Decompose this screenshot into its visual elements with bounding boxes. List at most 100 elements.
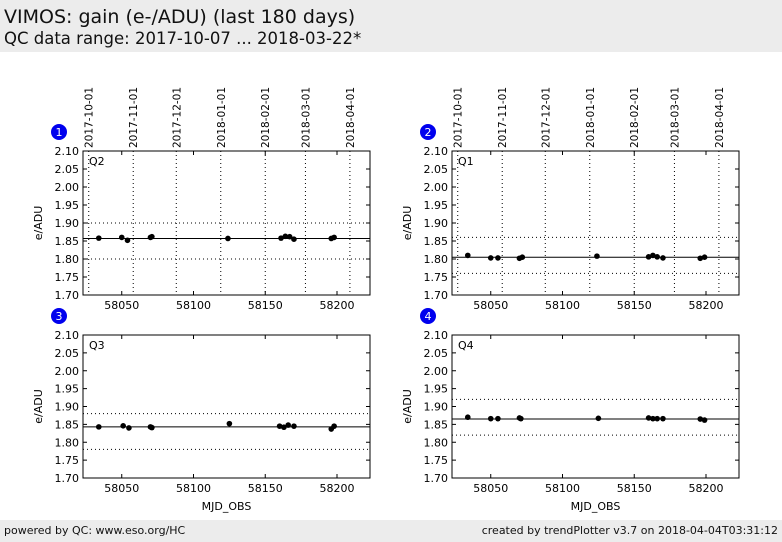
date-tick-label: 2018-01-01 [216, 87, 228, 148]
report-header: VIMOS: gain (e-/ADU) (last 180 days) QC … [0, 0, 782, 52]
data-point [126, 425, 132, 431]
y-tick-label: 2.10 [55, 145, 80, 158]
data-point [701, 417, 708, 423]
panel-label: Q1 [458, 155, 474, 168]
data-point [282, 233, 289, 240]
y-tick-label: 2.10 [424, 145, 449, 158]
x-tick-label: 58100 [545, 299, 580, 312]
data-point [124, 237, 131, 244]
y-tick-label: 1.90 [424, 217, 449, 230]
date-tick-label: 2018-01-01 [585, 87, 597, 148]
data-point [281, 424, 287, 431]
y-tick-label: 1.95 [55, 199, 80, 212]
y-tick-label: 1.95 [55, 383, 80, 396]
data-point [226, 420, 233, 427]
data-point [650, 415, 656, 422]
data-point [660, 255, 666, 261]
x-tick-label: 58200 [319, 482, 354, 495]
y-tick-label: 2.05 [55, 163, 80, 176]
data-point [645, 415, 652, 421]
y-tick-label: 1.85 [424, 418, 449, 431]
y-tick-label: 2.00 [55, 365, 80, 378]
data-point [660, 415, 666, 422]
y-tick-label: 1.70 [55, 289, 80, 302]
date-tick-label: 2017-10-01 [84, 87, 96, 148]
y-tick-label: 1.95 [424, 199, 449, 212]
data-point [285, 422, 292, 428]
y-tick-label: 1.80 [55, 436, 80, 449]
y-axis-label: e/ADU [32, 206, 45, 241]
y-tick-label: 1.95 [424, 383, 449, 396]
plot-frame [82, 150, 371, 296]
date-tick-label: 2018-04-01 [345, 87, 357, 148]
y-tick-label: 1.85 [424, 235, 449, 248]
data-point [464, 252, 471, 259]
x-tick-label: 58200 [688, 482, 723, 495]
date-tick-label: 2017-11-01 [128, 87, 140, 148]
data-point [278, 235, 284, 241]
y-tick-label: 2.10 [55, 329, 80, 342]
y-tick-label: 1.85 [55, 235, 80, 248]
data-point [650, 252, 656, 259]
panel-number: 4 [425, 310, 432, 323]
x-tick-label: 58100 [176, 299, 211, 312]
data-point [701, 254, 708, 260]
data-point [495, 415, 501, 422]
date-tick-label: 2017-12-01 [540, 87, 552, 148]
data-point [518, 415, 524, 422]
y-tick-label: 2.00 [424, 181, 449, 194]
x-tick-label: 58050 [104, 299, 139, 312]
panel-number-badge [51, 308, 67, 324]
y-tick-label: 1.80 [55, 253, 80, 266]
y-tick-label: 1.70 [424, 472, 449, 485]
report-footer: powered by QC: www.eso.org/HC created by… [0, 520, 782, 542]
y-tick-label: 1.90 [55, 401, 80, 414]
data-point [697, 255, 704, 262]
y-tick-label: 2.05 [424, 163, 449, 176]
date-tick-label: 2018-02-01 [260, 87, 272, 148]
y-tick-label: 2.10 [424, 329, 449, 342]
data-point [697, 416, 704, 422]
x-tick-label: 58050 [473, 482, 508, 495]
data-point [118, 234, 125, 241]
x-axis-label: MJD_OBS [202, 500, 252, 513]
data-point [95, 424, 102, 430]
date-tick-label: 2018-03-01 [300, 87, 312, 148]
x-tick-label: 58150 [248, 299, 283, 312]
panel-number-badge [51, 124, 67, 140]
data-point [654, 254, 661, 260]
y-tick-label: 2.05 [424, 347, 449, 360]
footer-generator: created by trendPlotter v3.7 on 2018-04-… [481, 524, 778, 537]
panel-number: 3 [56, 310, 63, 323]
x-tick-label: 58050 [473, 299, 508, 312]
data-point [95, 235, 102, 241]
y-axis-label: e/ADU [401, 206, 414, 241]
plot-frame [451, 150, 740, 296]
data-point [149, 233, 155, 240]
date-tick-label: 2018-03-01 [669, 87, 681, 148]
data-point [120, 423, 126, 429]
panel-number-badge [420, 308, 436, 324]
data-point [495, 255, 501, 261]
y-tick-label: 1.75 [55, 271, 80, 284]
y-tick-label: 2.00 [55, 181, 80, 194]
plot-frame [451, 334, 740, 479]
data-point [645, 254, 652, 260]
data-point [487, 415, 494, 422]
report-subtitle: QC data range: 2017-10-07 ... 2018-03-22… [4, 29, 362, 48]
date-tick-label: 2018-04-01 [714, 87, 726, 148]
charts-area: 2017-10-01 2017-11-01 2017-12-01 2018-01-01… [32, 87, 740, 513]
data-point [464, 414, 471, 421]
data-point [331, 234, 337, 241]
x-tick-label: 58150 [248, 482, 283, 495]
data-point [594, 253, 600, 259]
y-tick-label: 1.85 [55, 418, 80, 431]
date-tick-label: 2017-10-01 [453, 87, 465, 148]
footer-credit: powered by QC: www.eso.org/HC [4, 524, 186, 537]
chart-panel: 2017-10-01 2017-11-01 2017-12-01 2018-01-01… [32, 87, 371, 312]
x-tick-label: 58100 [545, 482, 580, 495]
x-tick-label: 58150 [617, 482, 652, 495]
y-tick-label: 1.80 [424, 253, 449, 266]
data-point [291, 236, 297, 242]
y-axis-label: e/ADU [401, 389, 414, 424]
